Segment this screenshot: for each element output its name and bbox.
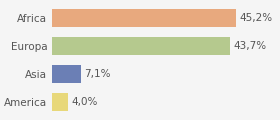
Bar bbox=[52, 93, 68, 111]
Text: 45,2%: 45,2% bbox=[239, 13, 272, 23]
Text: 4,0%: 4,0% bbox=[72, 97, 98, 107]
Bar bbox=[52, 65, 81, 83]
Text: 43,7%: 43,7% bbox=[233, 41, 266, 51]
Bar bbox=[52, 37, 230, 55]
Text: 7,1%: 7,1% bbox=[84, 69, 111, 79]
Bar bbox=[52, 9, 236, 27]
